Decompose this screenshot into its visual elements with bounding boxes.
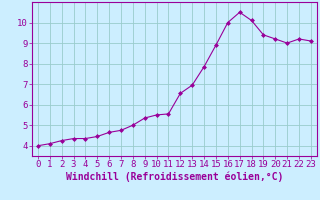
X-axis label: Windchill (Refroidissement éolien,°C): Windchill (Refroidissement éolien,°C)	[66, 172, 283, 182]
